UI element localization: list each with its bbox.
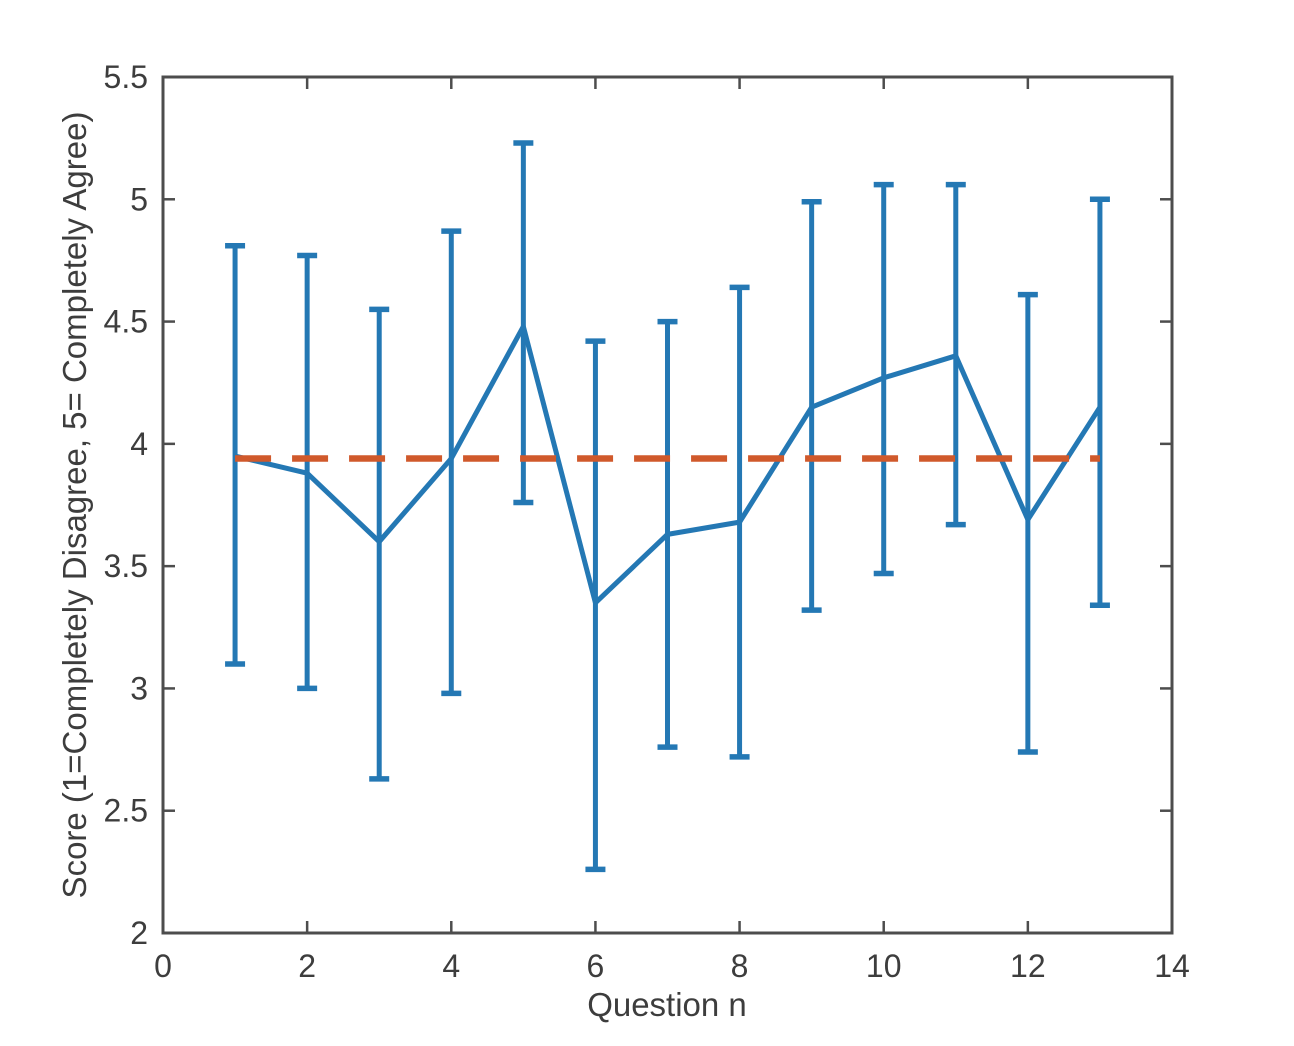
y-tick-label-2: 2 bbox=[130, 915, 148, 951]
y-axis-ticks: 2 2.5 3 3.5 4 4.5 5 5.5 bbox=[104, 59, 1172, 951]
x-tick-label-12: 12 bbox=[1010, 948, 1046, 984]
x-axis-label: Question n bbox=[587, 986, 747, 1023]
x-tick-label-2: 2 bbox=[298, 948, 316, 984]
error-bars-group bbox=[225, 140, 1110, 873]
x-tick-label-14: 14 bbox=[1154, 948, 1190, 984]
axes-box bbox=[161, 75, 1174, 935]
x-tick-label-0: 0 bbox=[154, 948, 172, 984]
y-tick-label-5: 5 bbox=[130, 181, 148, 217]
y-tick-label-3: 3 bbox=[130, 670, 148, 706]
y-tick-label-4: 4 bbox=[130, 426, 148, 462]
y-tick-label-5.5: 5.5 bbox=[104, 59, 148, 95]
y-tick-label-2.5: 2.5 bbox=[104, 793, 148, 829]
mean-line bbox=[234, 323, 1103, 606]
x-tick-label-8: 8 bbox=[731, 948, 749, 984]
y-tick-label-3.5: 3.5 bbox=[104, 548, 148, 584]
x-tick-label-10: 10 bbox=[866, 948, 902, 984]
x-axis-ticks: 0 2 4 6 8 10 12 14 bbox=[154, 77, 1190, 984]
y-tick-label-4.5: 4.5 bbox=[104, 304, 148, 340]
y-axis-label: Score (1=Completely Disagree, 5= Complet… bbox=[56, 112, 93, 899]
x-tick-label-4: 4 bbox=[442, 948, 460, 984]
x-tick-label-6: 6 bbox=[587, 948, 605, 984]
